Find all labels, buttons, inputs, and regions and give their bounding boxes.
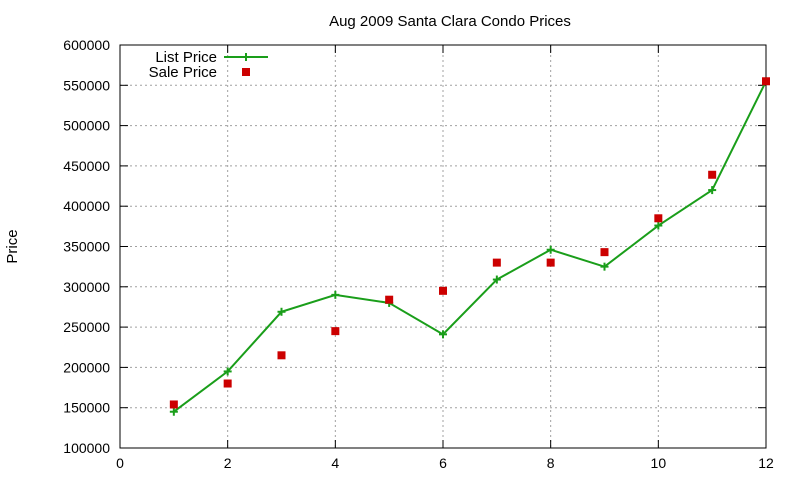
y-tick-label: 350000: [63, 239, 110, 255]
list-price-point: [546, 245, 555, 254]
grid: [120, 45, 766, 448]
sale-price-point: [600, 248, 609, 257]
sale-price-point: [708, 170, 717, 179]
y-tick-label: 100000: [63, 440, 110, 456]
sale-price-point: [331, 327, 340, 336]
sale-price-point: [762, 77, 770, 86]
list-price-point: [654, 221, 663, 230]
chart-title: Aug 2009 Santa Clara Condo Prices: [329, 13, 571, 30]
list-price-point: [492, 275, 501, 284]
sale-price-point: [223, 379, 232, 388]
sale-price-point: [169, 400, 178, 409]
y-tick-label: 450000: [63, 158, 110, 174]
x-tick-label: 6: [439, 455, 447, 471]
y-tick-label: 150000: [63, 400, 110, 416]
list-price-point: [169, 407, 178, 416]
sale-price-point: [277, 351, 286, 360]
list-price-point: [277, 307, 286, 316]
list-price-point: [600, 262, 609, 271]
series-sale-price: [169, 77, 770, 409]
x-tick-label: 2: [224, 455, 232, 471]
legend-square-marker: [242, 68, 250, 76]
series-layer: [169, 77, 770, 416]
y-tick-label: 550000: [63, 77, 110, 93]
y-axis-label: Price: [4, 229, 21, 263]
axis-ticks: 0 2 4 6 8 10 12 100000 150000 200000 250000 300000 3…: [63, 37, 774, 471]
y-tick-label: 500000: [63, 118, 110, 134]
legend-plus-marker: [242, 53, 250, 61]
x-tick-label: 8: [547, 455, 555, 471]
x-tick-label: 12: [758, 455, 774, 471]
list-price-line: [173, 80, 767, 413]
sale-price-point: [439, 286, 447, 295]
list-price-point: [223, 367, 232, 376]
list-price-point: [439, 330, 447, 339]
list-price-point: [331, 290, 340, 299]
y-tick-label: 600000: [63, 37, 110, 53]
x-tick-label: 4: [331, 455, 339, 471]
x-tick-label: 10: [651, 455, 667, 471]
legend-label: List Price: [155, 49, 217, 66]
y-tick-label: 400000: [63, 198, 110, 214]
sale-price-point: [492, 258, 501, 267]
legend-label: Sale Price: [149, 64, 217, 81]
x-tick-label: 0: [116, 455, 124, 471]
list-price-point: [708, 186, 717, 195]
series-list-price: [169, 77, 770, 416]
sale-price-point: [385, 295, 394, 304]
y-tick-label: 250000: [63, 319, 110, 335]
y-tick-label: 300000: [63, 279, 110, 295]
sale-price-point: [546, 258, 555, 267]
y-tick-label: 200000: [63, 359, 110, 375]
sale-price-point: [654, 214, 663, 223]
